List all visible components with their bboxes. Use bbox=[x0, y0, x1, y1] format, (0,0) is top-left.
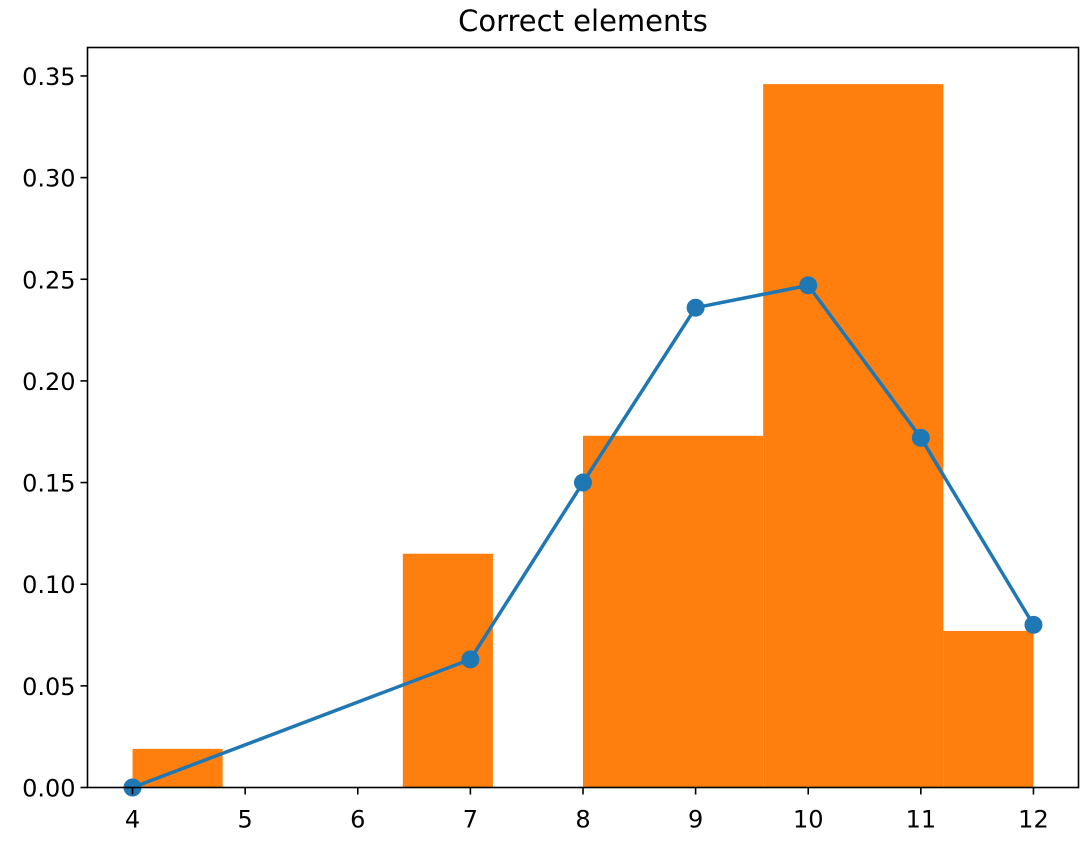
histogram-bar-1 bbox=[402, 553, 493, 788]
line-point-8 bbox=[574, 473, 592, 492]
chart-title: Correct elements bbox=[458, 4, 708, 38]
line-point-10 bbox=[799, 276, 818, 295]
y-axis: 0.00 0.05 0.10 0.15 0.20 0.25 0.30 0.35 bbox=[22, 63, 88, 803]
x-tick-label-12: 12 bbox=[1018, 806, 1049, 834]
x-tick-label-9: 9 bbox=[688, 806, 703, 834]
y-tick-label-0.20: 0.20 bbox=[22, 368, 75, 396]
histogram-bar-4 bbox=[943, 630, 1034, 788]
line-point-7 bbox=[461, 650, 480, 669]
y-tick-label-0.05: 0.05 bbox=[22, 673, 75, 701]
x-tick-label-6: 6 bbox=[350, 806, 365, 834]
y-tick-label-0.30: 0.30 bbox=[22, 165, 75, 193]
line-series bbox=[123, 276, 1043, 797]
x-tick-label-7: 7 bbox=[463, 806, 478, 834]
histogram-bar-2 bbox=[583, 435, 764, 788]
x-tick-label-5: 5 bbox=[238, 806, 253, 834]
line-point-9 bbox=[686, 298, 705, 317]
x-axis: 4 5 6 7 8 9 10 11 12 bbox=[125, 787, 1049, 834]
x-tick-label-8: 8 bbox=[575, 806, 590, 834]
y-tick-label-0.10: 0.10 bbox=[22, 571, 75, 599]
y-tick-label-0.15: 0.15 bbox=[22, 470, 75, 498]
line-point-11 bbox=[911, 428, 930, 447]
y-tick-label-0.00: 0.00 bbox=[22, 775, 75, 803]
y-tick-label-0.25: 0.25 bbox=[22, 266, 75, 294]
histogram-bars bbox=[132, 84, 1034, 788]
x-tick-label-4: 4 bbox=[125, 806, 140, 834]
x-tick-label-10: 10 bbox=[793, 806, 824, 834]
y-tick-label-0.35: 0.35 bbox=[22, 63, 75, 91]
line-point-12 bbox=[1024, 615, 1043, 634]
x-tick-label-11: 11 bbox=[906, 806, 937, 834]
